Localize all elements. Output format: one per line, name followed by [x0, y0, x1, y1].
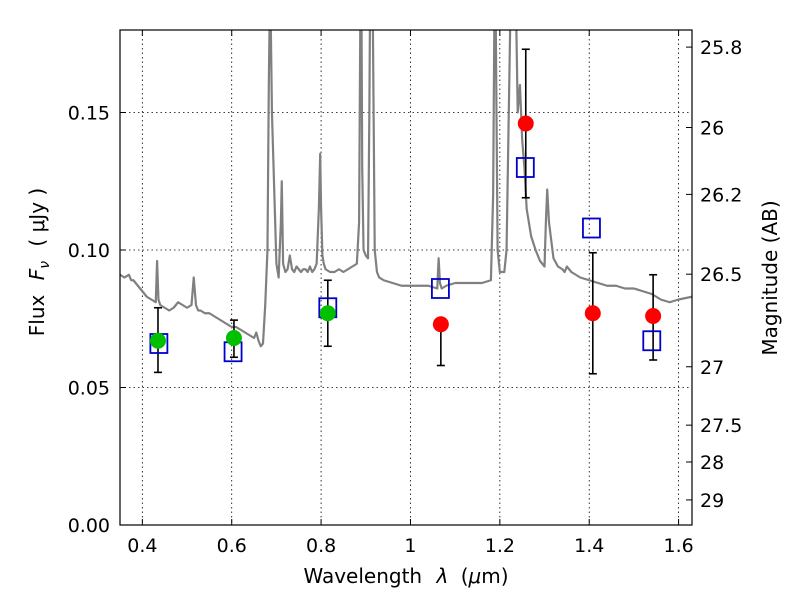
- green-point-marker: [149, 332, 166, 349]
- mag-tick-label: 26: [700, 118, 724, 140]
- x-tick-label: 0.4: [127, 535, 157, 557]
- mag-tick-label: 27.5: [700, 415, 742, 437]
- y-tick-label: 0.10: [68, 240, 110, 262]
- blue-square-marker: [642, 330, 662, 352]
- red-point-marker: [517, 115, 534, 132]
- x-tick-label: 1.2: [485, 535, 515, 557]
- red-point-marker: [645, 308, 662, 324]
- grid: [120, 30, 692, 526]
- mag-tick-label: 25.8: [700, 37, 742, 59]
- y-tick-label: 0.05: [68, 378, 110, 400]
- tick-layer: 0.4 0.6 0.8 1 1.2 1.4 1.6 0.00 0.05 0.10 0.15 25.8 2…: [68, 30, 742, 557]
- y-tick-label: 0.00: [68, 515, 110, 537]
- plot-frame: [119, 29, 693, 526]
- right-axis-label: Magnitude (AB): [758, 200, 782, 355]
- mag-tick-label: 26.5: [700, 264, 742, 286]
- red-point-marker: [584, 305, 601, 322]
- model-spectrum-line: [120, 30, 692, 348]
- blue-square-marker: [431, 278, 450, 299]
- mag-tick-label: 29: [700, 490, 724, 512]
- green-point-marker: [225, 330, 242, 346]
- blue-square-marker: [515, 157, 535, 178]
- mag-tick-label: 27: [700, 357, 724, 379]
- x-tick-label: 0.8: [306, 535, 336, 557]
- mag-tick-label: 26.2: [700, 184, 742, 206]
- blue-square-marker: [582, 217, 601, 239]
- y-tick-label: 0.15: [68, 103, 110, 125]
- series-layer: [120, 30, 692, 348]
- x-tick-label: 0.6: [217, 535, 247, 557]
- y-axis-label: Flux Fν ( μJy ): [25, 188, 54, 336]
- x-axis-label: Wavelength λ (μm): [303, 564, 508, 588]
- mag-tick-label: 28: [700, 452, 724, 474]
- green-point-marker: [319, 305, 336, 322]
- red-point-marker: [432, 316, 449, 333]
- x-tick-label: 1.4: [574, 535, 604, 557]
- x-tick-label: 1: [404, 535, 416, 557]
- x-tick-label: 1.6: [663, 535, 693, 557]
- marker-layer: [149, 115, 662, 363]
